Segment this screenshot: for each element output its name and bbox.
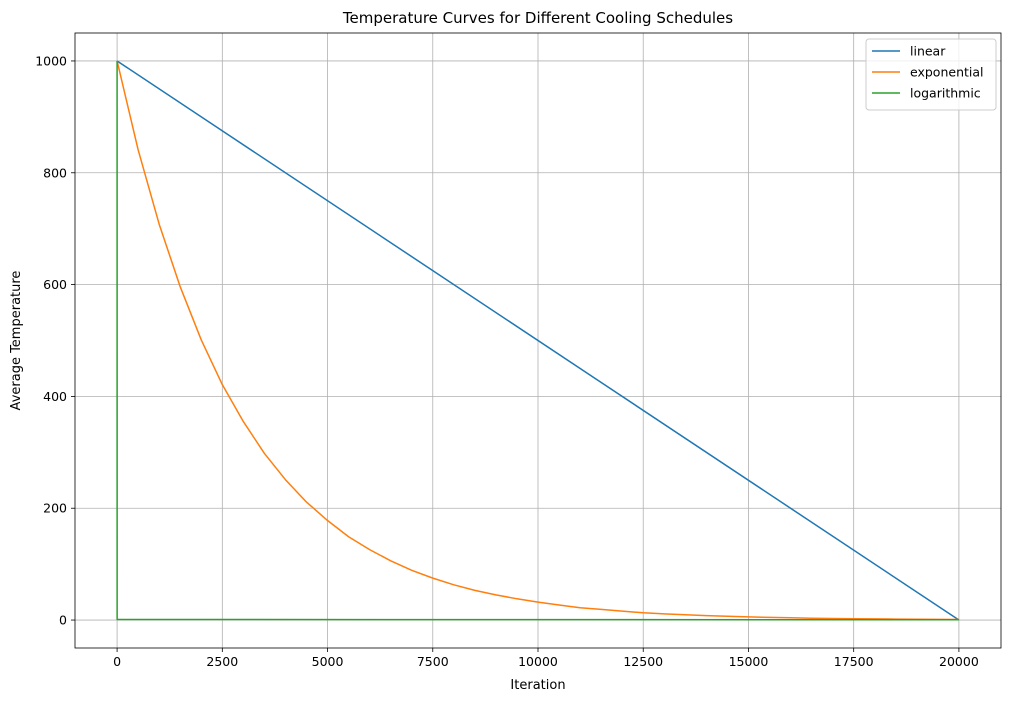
x-tick-label: 10000: [518, 654, 558, 669]
legend: linear exponential logarithmic: [865, 38, 997, 111]
x-tick-label: 5000: [312, 654, 344, 669]
x-tick-label: 2500: [206, 654, 238, 669]
series-line-exponential: [116, 60, 959, 621]
x-tick-label: 0: [113, 654, 121, 669]
legend-label-exponential: exponential: [910, 65, 984, 80]
y-tick-label: 200: [43, 501, 67, 516]
y-axis-ticks: 0 200 400 600 800 1000: [35, 53, 75, 628]
y-tick-label: 800: [43, 165, 67, 180]
x-tick-label: 15000: [729, 654, 769, 669]
x-tick-label: 7500: [417, 654, 449, 669]
series-line-logarithmic: [116, 60, 959, 621]
y-tick-label: 0: [59, 613, 67, 628]
x-axis-label: Iteration: [510, 678, 565, 693]
y-tick-label: 1000: [35, 53, 67, 68]
plot-lines: [116, 60, 960, 621]
x-tick-label: 17500: [834, 654, 874, 669]
legend-label-linear: linear: [910, 44, 946, 59]
x-tick-label: 20000: [939, 654, 979, 669]
y-tick-label: 400: [43, 389, 67, 404]
x-tick-label: 12500: [623, 654, 663, 669]
y-axis-label: Average Temperature: [9, 271, 24, 411]
x-axis-ticks: 0 2500 5000 7500 10000 12500 15000 17500 20000: [113, 648, 979, 669]
series-line-linear: [116, 60, 960, 621]
chart-title: Temperature Curves for Different Cooling…: [342, 9, 733, 27]
y-tick-label: 600: [43, 277, 67, 292]
legend-label-logarithmic: logarithmic: [910, 86, 981, 101]
